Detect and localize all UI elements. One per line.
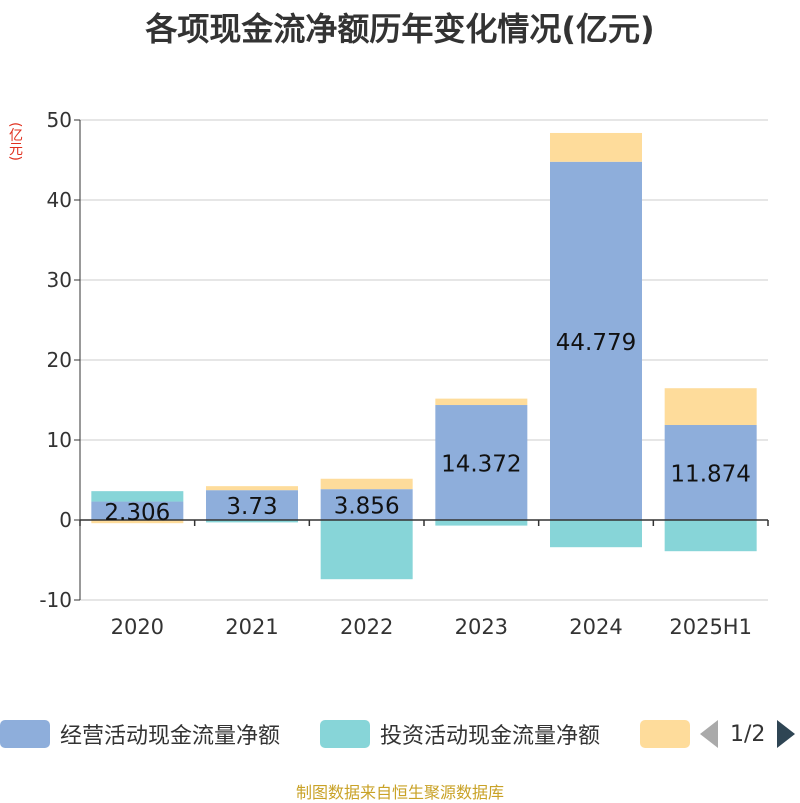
y-tick-label: 10 (47, 428, 72, 452)
bar-0-2020 (91, 501, 184, 520)
x-tick-label: 2021 (225, 615, 278, 639)
data-label: 44.779 (556, 330, 636, 356)
x-tick-label: 2023 (455, 615, 508, 639)
bar-2-2023 (435, 398, 528, 406)
data-label: 3.856 (334, 494, 400, 520)
bar-2-2022 (320, 478, 413, 490)
source-note: 制图数据来自恒生聚源数据库 (295, 783, 504, 802)
x-tick-label: 2024 (569, 615, 622, 639)
bar-1-2020 (91, 491, 184, 502)
bar-0-2024 (550, 161, 642, 520)
pager-prev-icon[interactable] (700, 720, 718, 748)
chart-plot: -10 0 10 20 30 40 50 2020 2021 2022 2023 2024 2025H1… (39, 108, 769, 639)
bar-2-2021 (206, 486, 298, 491)
y-tick-label: 50 (47, 108, 72, 132)
x-tick-label: 2022 (340, 615, 393, 639)
bar-0-2021 (206, 490, 298, 520)
chart-title: 各项现金流净额历年变化情况(亿元) (145, 10, 655, 48)
x-tick-label: 2025H1 (669, 615, 752, 639)
y-axis-unit: (亿元) (7, 122, 23, 161)
pager-text: 1/2 (730, 721, 766, 747)
legend: 经营活动现金流量净额 投资活动现金流量净额 1/2 (0, 716, 800, 752)
legend-label-investing: 投资活动现金流量净额 (380, 724, 601, 749)
bar-0-2022 (320, 489, 413, 520)
pager-next-icon[interactable] (777, 720, 796, 748)
data-label: 11.874 (670, 462, 750, 488)
x-tick-label: 2020 (111, 615, 164, 639)
y-tick-label: -10 (39, 588, 72, 612)
legend-item-operating[interactable]: 经营活动现金流量净额 (0, 716, 280, 752)
y-tick-label: 40 (47, 188, 72, 212)
y-tick-label: 0 (59, 508, 72, 532)
y-tick-label: 20 (47, 348, 72, 372)
legend-item-financing[interactable] (640, 716, 690, 752)
bar-2-2025H1 (664, 388, 757, 426)
data-label: 3.73 (226, 494, 277, 520)
legend-label-operating: 经营活动现金流量净额 (60, 724, 281, 749)
bar-1-2025H1 (664, 520, 757, 552)
legend-item-investing[interactable]: 投资活动现金流量净额 (320, 716, 600, 752)
bar-1-2023 (435, 520, 528, 526)
bar-2-2020 (91, 520, 184, 524)
data-label: 14.372 (441, 452, 521, 478)
legend-swatch-operating (0, 720, 50, 748)
bar-0-2023 (435, 405, 528, 520)
legend-swatch-financing (640, 720, 690, 748)
bar-0-2025H1 (664, 425, 757, 520)
legend-pager: 1/2 (700, 716, 796, 752)
bar-1-2022 (320, 520, 413, 580)
data-label: 2.306 (104, 500, 170, 526)
bar-2-2024 (550, 132, 642, 162)
bar-1-2024 (550, 520, 642, 548)
bar-1-2021 (206, 520, 298, 523)
y-tick-label: 30 (47, 268, 72, 292)
legend-swatch-investing (320, 720, 370, 748)
